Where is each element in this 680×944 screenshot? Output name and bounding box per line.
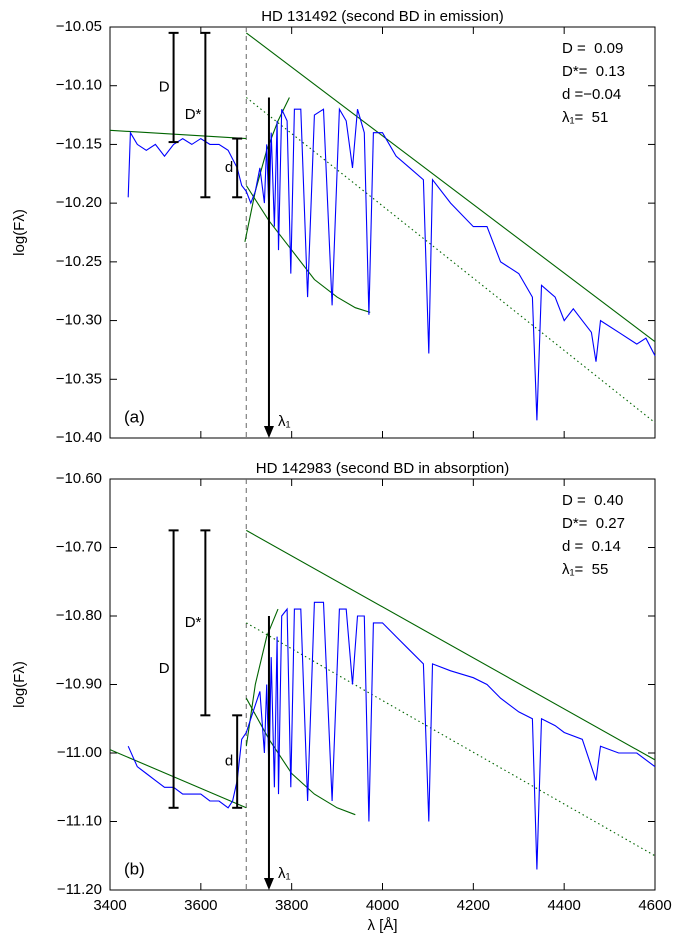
stat-label: d = 0.14 — [562, 538, 621, 555]
fit-line — [246, 529, 656, 761]
x-tick-label: 4600 — [638, 897, 671, 914]
fit-line — [109, 749, 247, 809]
y-tick-label: −10.80 — [56, 607, 102, 624]
stat-label: λ₁= 55 — [562, 561, 608, 578]
fit-line — [109, 129, 247, 140]
y-tick-label: −10.60 — [56, 470, 102, 487]
y-tick-label: −10.35 — [56, 370, 102, 387]
fit-line — [245, 97, 656, 424]
bar-label: d — [225, 159, 233, 176]
fit-line — [245, 608, 279, 747]
stat-label: λ₁= 51 — [562, 109, 608, 126]
y-tick-label: −10.40 — [56, 429, 102, 446]
stat-label: D*= 0.27 — [562, 515, 625, 532]
fit-line — [245, 697, 356, 816]
y-axis-label: log(Fλ) — [11, 209, 28, 256]
bar-label: D* — [185, 106, 202, 123]
stat-label: D = 0.09 — [562, 40, 623, 57]
fit-line — [246, 622, 656, 857]
y-tick-label: −10.15 — [56, 135, 102, 152]
x-axis-label: λ [Å] — [367, 917, 397, 934]
chart-title: HD 142983 (second BD in absorption) — [256, 460, 509, 477]
stat-label: d =−0.04 — [562, 86, 621, 103]
x-tick-label: 3600 — [184, 897, 217, 914]
y-tick-label: −10.25 — [56, 253, 102, 270]
panel-label: (a) — [124, 407, 145, 426]
spectrum-line — [127, 601, 656, 870]
y-tick-label: −10.10 — [56, 77, 102, 94]
y-tick-label: −10.30 — [56, 312, 102, 329]
chart-title: HD 131492 (second BD in emission) — [261, 8, 504, 25]
y-tick-label: −10.90 — [56, 675, 102, 692]
spectrum-line — [127, 107, 656, 421]
arrow-label: λ₁ — [278, 865, 291, 882]
y-tick-label: −10.20 — [56, 194, 102, 211]
stat-label: D*= 0.13 — [562, 63, 625, 80]
arrow-head — [263, 426, 274, 438]
x-tick-label: 4200 — [457, 897, 490, 914]
x-tick-label: 4000 — [366, 897, 399, 914]
bar-label: d — [225, 753, 233, 770]
y-tick-label: −10.70 — [56, 538, 102, 555]
y-tick-label: −11.00 — [57, 744, 102, 761]
fit-line — [245, 32, 656, 343]
x-tick-label: 4400 — [547, 897, 580, 914]
y-axis-label: log(Fλ) — [11, 661, 28, 708]
stat-label: D = 0.40 — [562, 492, 623, 509]
x-tick-label: 3400 — [93, 897, 126, 914]
arrow-label: λ₁ — [278, 413, 291, 430]
arrow-head — [263, 878, 274, 890]
bar-label: D — [159, 78, 170, 95]
bar-label: D* — [185, 614, 202, 631]
y-tick-label: −10.05 — [56, 18, 102, 35]
panel-label: (b) — [124, 859, 145, 878]
y-tick-label: −11.10 — [57, 812, 102, 829]
x-tick-label: 3800 — [275, 897, 308, 914]
bar-label: D — [159, 660, 170, 677]
y-tick-label: −11.20 — [57, 881, 102, 898]
